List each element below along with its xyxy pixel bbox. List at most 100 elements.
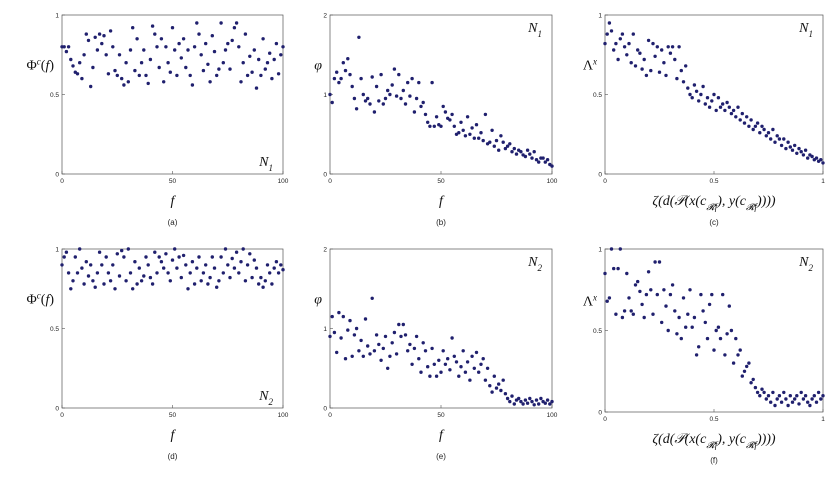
data-point <box>80 76 84 81</box>
x-axis-label: ζ(d(𝒫(x(c𝓡f), y(c𝓡f)))) <box>652 194 776 212</box>
data-point <box>383 96 388 101</box>
data-point <box>629 61 633 65</box>
data-point <box>727 304 731 308</box>
data-point <box>199 53 203 57</box>
data-point <box>747 361 751 365</box>
data-point <box>465 360 470 364</box>
data-point <box>102 282 106 286</box>
panel-caption: (c) <box>709 218 719 227</box>
data-point <box>494 386 499 390</box>
data-point <box>392 330 397 335</box>
data-point <box>368 352 372 356</box>
x-tick-label: 50 <box>169 178 177 185</box>
data-point <box>383 334 388 339</box>
y-tick-label: 1 <box>598 13 602 20</box>
panel-tag: N2 <box>527 255 542 273</box>
data-point <box>343 68 348 73</box>
data-point <box>159 260 164 264</box>
data-point <box>465 115 470 119</box>
data-point <box>166 271 170 275</box>
data-point <box>104 255 108 259</box>
data-point <box>501 378 505 382</box>
data-point <box>631 312 635 316</box>
data-point <box>354 107 359 111</box>
data-point <box>766 131 771 135</box>
data-point <box>441 104 445 109</box>
data-point <box>479 362 483 366</box>
data-point <box>73 255 78 259</box>
data-point <box>434 374 439 378</box>
data-point <box>361 92 365 97</box>
data-point <box>192 282 197 286</box>
data-point <box>742 369 747 373</box>
data-point <box>488 140 492 144</box>
data-point <box>204 41 208 46</box>
data-point <box>651 41 655 46</box>
data-point <box>166 61 170 65</box>
data-point <box>175 266 179 270</box>
data-point <box>414 334 419 339</box>
data-point <box>664 73 668 78</box>
data-point <box>627 296 631 300</box>
x-tick-label: 100 <box>278 412 289 419</box>
data-point <box>808 403 812 408</box>
data-point <box>330 100 334 105</box>
data-point <box>78 61 82 65</box>
panel-caption: (a) <box>168 218 178 227</box>
data-point <box>461 128 465 132</box>
data-point <box>633 283 638 287</box>
data-point <box>786 140 790 144</box>
data-point <box>157 255 161 259</box>
data-point <box>423 349 428 353</box>
data-point <box>381 346 385 351</box>
y-tick-label: 2 <box>323 247 327 254</box>
data-point <box>228 275 232 280</box>
data-point <box>653 54 657 58</box>
data-point <box>660 320 664 325</box>
data-point <box>463 134 468 138</box>
data-point <box>259 275 263 280</box>
data-point <box>430 80 434 85</box>
data-point <box>629 309 633 313</box>
data-point <box>532 150 536 154</box>
data-point <box>799 390 803 395</box>
data-point <box>525 401 530 405</box>
data-point <box>328 92 332 97</box>
data-point <box>537 160 541 164</box>
data-point <box>219 21 223 25</box>
data-point <box>550 399 554 404</box>
data-point <box>208 275 212 280</box>
chart-panel-a: 0 50 100 0 0.5 1 Φc(f) f N1 (a) <box>27 13 289 228</box>
data-point <box>366 96 370 101</box>
data-point <box>217 279 221 283</box>
x-axis-label: f <box>439 428 445 443</box>
data-point <box>257 282 261 286</box>
data-point <box>532 403 536 407</box>
y-tick-label: 0.5 <box>593 328 602 335</box>
data-point <box>186 48 190 52</box>
data-point <box>492 374 496 378</box>
data-point <box>390 83 394 87</box>
data-point <box>159 37 164 41</box>
data-point <box>243 32 248 36</box>
data-point <box>234 21 239 25</box>
data-point <box>272 57 276 62</box>
data-point <box>694 89 699 94</box>
data-point <box>75 271 80 275</box>
data-point <box>332 76 337 81</box>
data-point <box>257 57 261 62</box>
y-tick-label: 1 <box>323 92 327 99</box>
data-point <box>379 72 383 77</box>
data-point <box>795 151 799 155</box>
data-point <box>192 45 197 49</box>
data-point <box>223 247 228 251</box>
data-point <box>631 32 635 36</box>
data-point <box>111 263 115 267</box>
data-point <box>155 45 159 49</box>
data-point <box>710 99 714 103</box>
data-point <box>775 134 779 138</box>
data-point <box>736 353 740 357</box>
data-point <box>472 366 476 370</box>
data-point <box>64 250 69 254</box>
data-point <box>423 112 428 117</box>
